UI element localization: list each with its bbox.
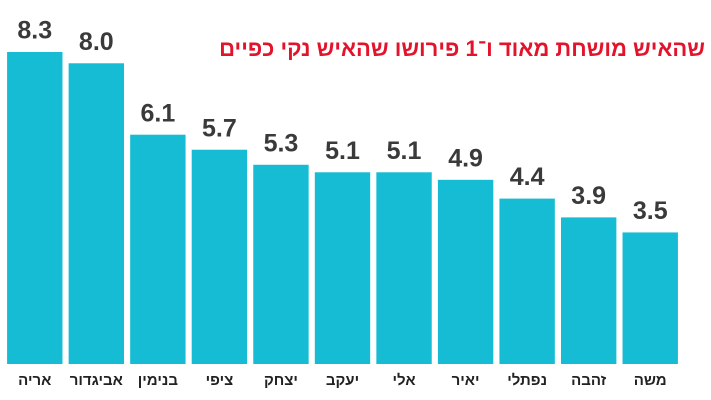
- x-tick-label: אריה: [18, 372, 51, 389]
- x-tick-label: משה: [634, 372, 667, 389]
- x-tick-label: יעקב: [326, 372, 359, 389]
- x-tick-label: בנימין: [138, 372, 179, 389]
- value-label: 3.9: [571, 182, 606, 210]
- bar: [191, 149, 248, 364]
- value-label: 4.4: [510, 163, 545, 191]
- value-label: 6.1: [140, 99, 175, 127]
- bar: [622, 232, 678, 364]
- value-label: 4.9: [448, 144, 483, 172]
- value-label: 5.7: [202, 114, 237, 142]
- x-tick-label: אביגדור: [70, 372, 123, 389]
- bar: [68, 63, 125, 365]
- x-tick-label: יצחק: [264, 372, 298, 389]
- x-tick-label: אלי: [393, 372, 416, 389]
- value-label: 8.3: [17, 17, 52, 45]
- bar: [499, 198, 555, 364]
- value-label: 3.5: [633, 197, 668, 225]
- x-tick-label: נפתלי: [507, 372, 547, 389]
- chart-subtitle: שהאיש מושחת מאוד ו־1 פירושו שהאיש נקי כפ…: [219, 36, 705, 61]
- x-tick-label: ציפי: [206, 372, 234, 389]
- value-label: 8.0: [79, 28, 114, 56]
- bar: [376, 172, 432, 364]
- bar: [437, 179, 494, 364]
- bar: [253, 164, 309, 364]
- bar: [130, 134, 186, 364]
- bar: [7, 52, 63, 364]
- bar: [314, 172, 371, 364]
- value-label: 5.1: [325, 137, 360, 165]
- x-tick-label: יאיר: [452, 372, 480, 389]
- x-tick-label: זהבה: [571, 372, 607, 389]
- value-label: 5.3: [264, 129, 299, 157]
- bar: [560, 217, 617, 364]
- value-label: 5.1: [387, 137, 422, 165]
